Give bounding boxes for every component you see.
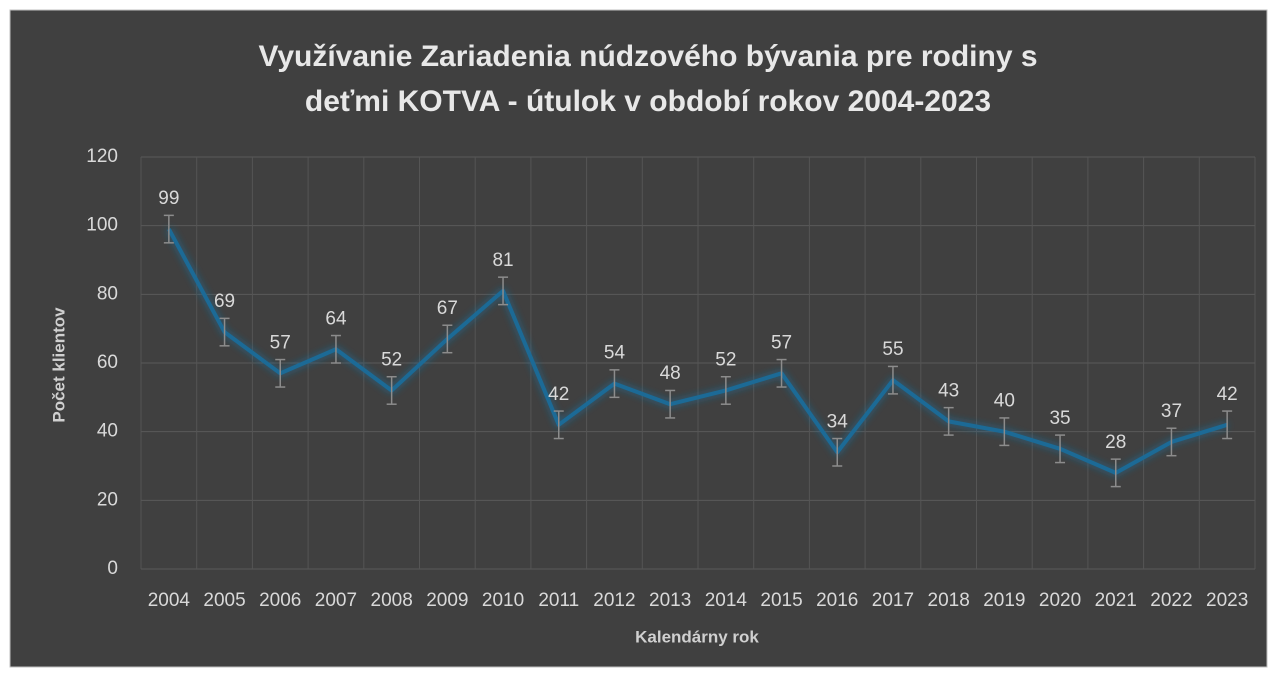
y-tick-label: 100 [86, 215, 118, 236]
data-label: 34 [827, 411, 849, 432]
error-bar [665, 389, 676, 419]
x-tick-label: 2005 [203, 590, 245, 611]
x-tick-label: 2014 [705, 590, 748, 611]
error-bar [1110, 458, 1121, 488]
error-bar [776, 358, 787, 388]
x-tick-label: 2016 [816, 590, 858, 611]
error-bar [943, 406, 954, 436]
error-bar [609, 369, 620, 399]
chart-title: Využívanie Zariadenia núdzového bývania … [258, 40, 1037, 118]
data-label: 54 [604, 343, 626, 364]
x-axis-title: Kalendárny rok [635, 627, 759, 646]
x-tick-label: 2020 [1039, 590, 1081, 611]
error-bar [1166, 427, 1177, 457]
data-label: 57 [270, 332, 291, 353]
x-tick-label: 2008 [371, 590, 413, 611]
error-bar [553, 410, 564, 440]
error-bar [330, 334, 341, 364]
error-bar [832, 437, 843, 467]
error-bar [219, 317, 230, 347]
y-axis-title: Počet klientov [49, 307, 68, 423]
data-label: 42 [1217, 384, 1238, 405]
series-line [167, 228, 1228, 475]
x-tick-label: 2021 [1095, 590, 1137, 611]
x-tick-label: 2006 [259, 590, 301, 611]
error-bar [498, 276, 509, 306]
data-label: 52 [381, 349, 402, 370]
y-tick-label: 120 [86, 146, 118, 167]
x-tick-label: 2004 [148, 590, 191, 611]
data-label: 57 [771, 332, 792, 353]
chart-background [9, 9, 1268, 668]
error-bar [1055, 434, 1066, 464]
y-tick-label: 80 [97, 283, 118, 304]
x-tick-label: 2017 [872, 590, 914, 611]
data-label: 40 [994, 391, 1015, 412]
x-tick-label: 2015 [760, 590, 802, 611]
x-tick-label: 2013 [649, 590, 691, 611]
x-tick-label: 2011 [538, 590, 579, 611]
data-label: 69 [214, 291, 235, 312]
error-bar [386, 375, 397, 405]
error-bar [275, 358, 286, 388]
data-label: 67 [437, 298, 458, 319]
error-bar [720, 375, 731, 405]
y-tick-label: 60 [97, 352, 118, 373]
data-label: 52 [715, 349, 736, 370]
x-tick-label: 2009 [426, 590, 468, 611]
x-tick-label: 2023 [1206, 590, 1248, 611]
data-label: 37 [1161, 401, 1182, 422]
x-tick-label: 2012 [593, 590, 635, 611]
data-label: 64 [325, 308, 347, 329]
data-label: 55 [882, 339, 903, 360]
y-tick-label: 20 [97, 489, 118, 510]
y-tick-label: 0 [107, 558, 118, 579]
error-bar [1222, 410, 1233, 440]
error-bar [887, 365, 898, 395]
data-label: 42 [548, 384, 569, 405]
x-tick-label: 2019 [983, 590, 1025, 611]
data-label: 99 [158, 188, 179, 209]
data-label: 28 [1105, 432, 1126, 453]
x-tick-label: 2010 [482, 590, 524, 611]
x-tick-label: 2007 [315, 590, 357, 611]
data-label: 48 [660, 363, 681, 384]
data-label: 43 [938, 380, 959, 401]
data-label: 81 [492, 250, 513, 271]
x-tick-label: 2018 [928, 590, 970, 611]
x-tick-label: 2022 [1150, 590, 1192, 611]
error-bar [163, 214, 174, 244]
y-tick-label: 40 [97, 421, 118, 442]
error-bar [999, 417, 1010, 447]
data-label: 35 [1049, 408, 1070, 429]
error-bar [442, 324, 453, 354]
